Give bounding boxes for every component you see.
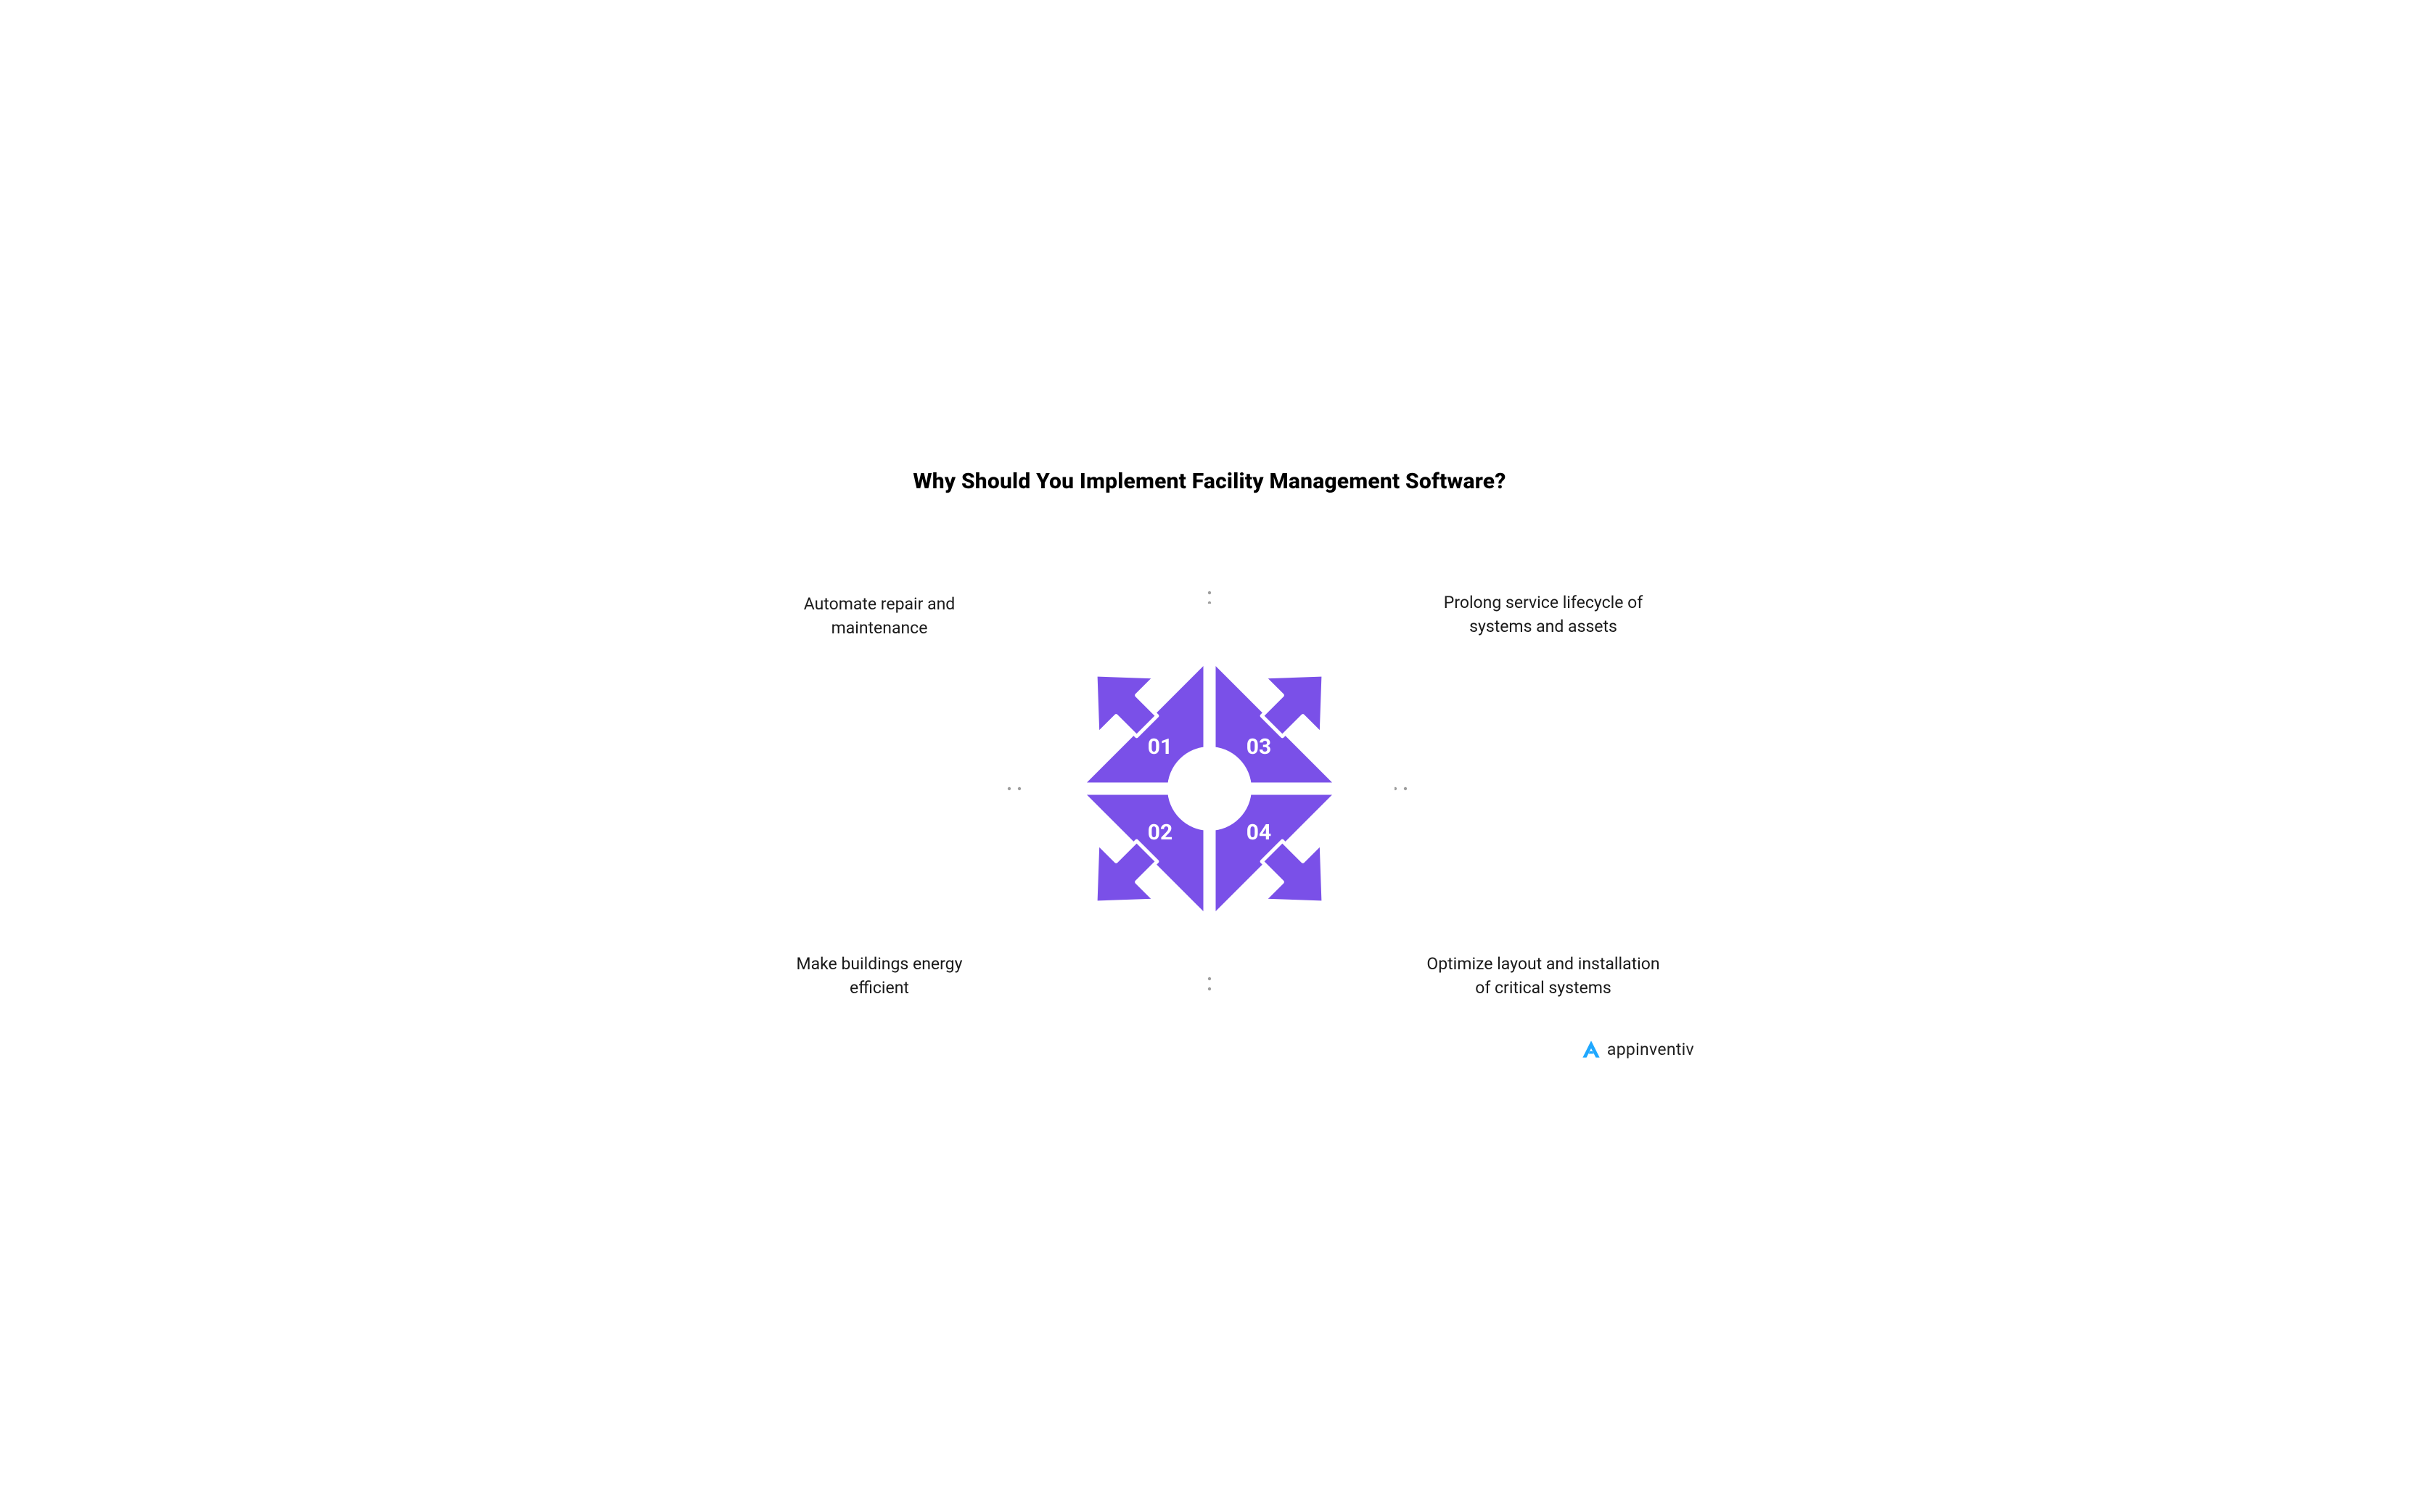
quadrant-svg: 01 03 02 04 bbox=[1006, 586, 1413, 992]
label-04: Optimize layout and installation of crit… bbox=[1405, 952, 1681, 1001]
brand-badge: appinventiv bbox=[1581, 1039, 1694, 1059]
quadrant-03-number: 03 bbox=[1247, 734, 1271, 760]
quadrant-04-number: 04 bbox=[1247, 820, 1271, 845]
quadrant-01-number: 01 bbox=[1148, 734, 1172, 760]
label-02: Make buildings energy efficient bbox=[767, 952, 992, 1001]
page-title: Why Should You Implement Facility Manage… bbox=[687, 469, 1732, 494]
brand-name: appinventiv bbox=[1607, 1040, 1694, 1059]
quadrant-diagram: 01 03 02 04 bbox=[1006, 586, 1413, 992]
label-03: Prolong service lifecycle of systems and… bbox=[1420, 591, 1667, 639]
label-01: Automate repair and maintenance bbox=[767, 592, 992, 641]
quadrant-02-number: 02 bbox=[1148, 820, 1172, 845]
brand-logo-icon bbox=[1581, 1039, 1601, 1059]
infographic-canvas: Why Should You Implement Facility Manage… bbox=[687, 430, 1732, 1082]
